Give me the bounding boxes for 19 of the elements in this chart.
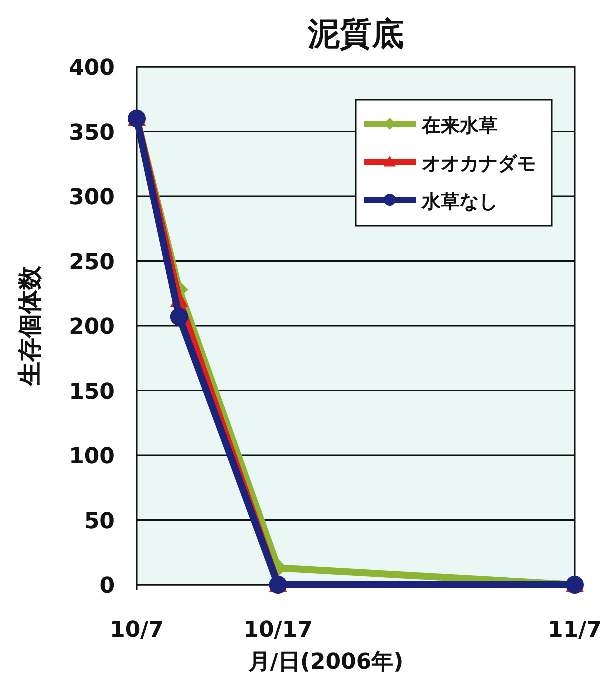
y-tick-label: 150 — [69, 380, 115, 405]
y-tick-label: 100 — [69, 444, 115, 470]
point — [170, 308, 188, 326]
x-axis-title: 月/日(2006年) — [247, 650, 404, 675]
y-tick-label: 300 — [69, 186, 115, 210]
legend-label: オオカナダモ — [422, 153, 536, 175]
y-axis-title: 生存個体数 — [16, 265, 44, 387]
x-tick-label: 10/17 — [244, 618, 313, 643]
x-tick-label: 11/7 — [548, 618, 602, 643]
y-tick-label: 0 — [100, 574, 115, 599]
y-tick-label: 50 — [84, 509, 115, 534]
y-tick-label: 400 — [69, 56, 115, 81]
x-tick-label: 10/7 — [110, 618, 164, 643]
y-tick-label: 250 — [69, 250, 115, 276]
y-tick-label: 350 — [69, 120, 115, 146]
y-tick-label: 200 — [69, 315, 115, 340]
chart-title: 泥質底 — [307, 15, 404, 53]
legend-label: 在来水草 — [421, 115, 498, 137]
legend-label: 水草なし — [421, 191, 498, 213]
